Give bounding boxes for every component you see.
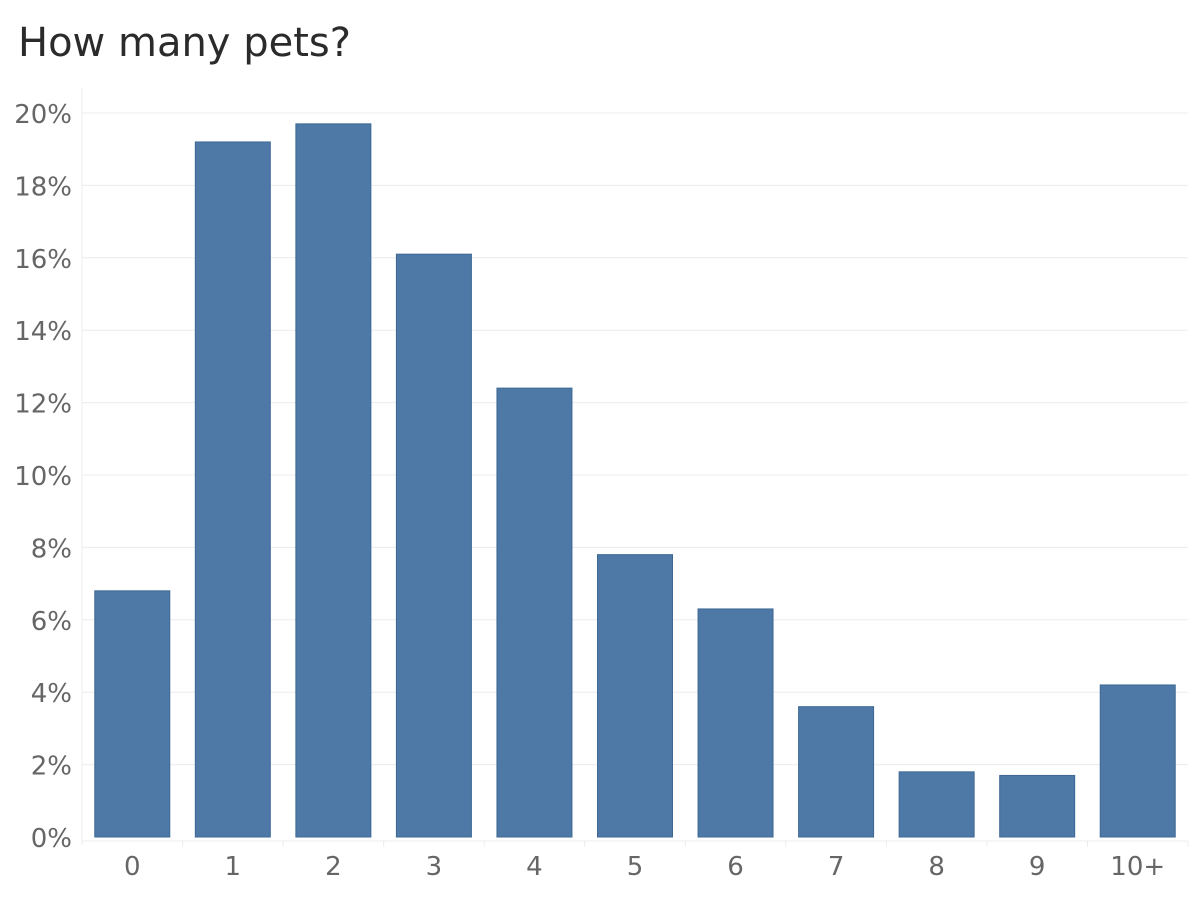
y-tick-label: 14% [14,317,72,347]
y-tick-label: 2% [31,752,72,782]
bar [395,253,472,838]
bar [898,771,975,838]
bar [496,387,573,838]
bar [194,141,271,838]
x-tick-label: 2 [325,852,342,882]
x-tick-label: 8 [928,852,945,882]
bar [295,123,372,838]
chart-title: How many pets? [18,20,351,66]
x-tick-label: 9 [1029,852,1046,882]
x-tick-labels: 0 1 2 3 4 5 6 7 8 9 10+ [124,852,1165,882]
x-tick-label: 3 [426,852,443,882]
y-tick-label: 4% [31,679,72,709]
bar [597,554,673,838]
bar [798,706,875,838]
bar [999,774,1076,838]
x-tick-label: 6 [727,852,744,882]
bar [697,608,774,838]
x-tick-label: 10+ [1110,852,1165,882]
y-tick-label: 12% [14,390,72,420]
y-tick-labels: 0% 2% 4% 6% 8% 10% 12% 14% 16% 18% 20% [14,100,72,854]
y-tick-label: 20% [14,100,72,130]
bar [1099,684,1176,838]
y-tick-label: 16% [14,245,72,275]
bar [94,590,171,838]
x-tick-label: 4 [526,852,543,882]
x-tick-label: 5 [627,852,644,882]
y-tick-label: 18% [14,172,72,202]
y-tick-label: 8% [31,534,72,564]
x-tick-label: 1 [225,852,242,882]
x-tick-label: 0 [124,852,141,882]
y-tick-label: 0% [31,824,72,854]
x-tick-label: 7 [828,852,845,882]
bar-layer [94,123,1176,838]
axis-layer [81,88,1189,847]
y-tick-label: 6% [31,607,72,637]
y-tick-label: 10% [14,462,72,492]
